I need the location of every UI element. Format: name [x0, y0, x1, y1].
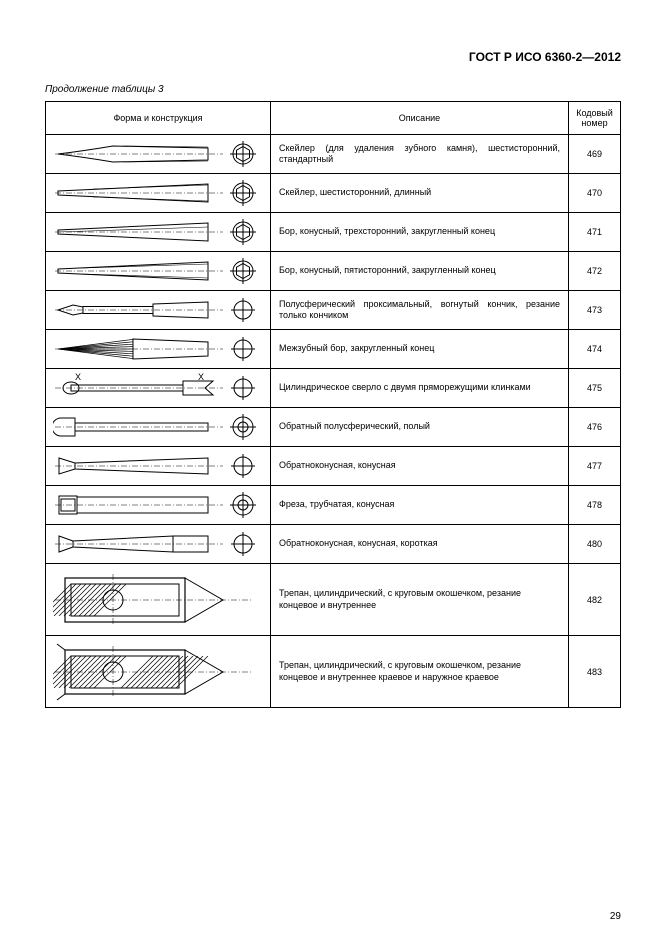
table-row: XX Цилиндрическое сверло с двумя пряморе…: [46, 369, 621, 408]
shape-diagram: [53, 332, 263, 366]
code-cell: 482: [569, 564, 621, 636]
table-row: Обратноконусная, конусная, короткая480: [46, 525, 621, 564]
code-cell: 469: [569, 135, 621, 174]
code-cell: 483: [569, 636, 621, 708]
shape-cell: [46, 564, 271, 636]
table-row: Трепан, цилиндрический, с круговым окоше…: [46, 636, 621, 708]
shape-diagram: [53, 488, 263, 522]
shape-diagram: [53, 410, 263, 444]
shape-cell: [46, 636, 271, 708]
shape-cell: [46, 213, 271, 252]
shape-diagram: [53, 640, 263, 704]
table-row: Трепан, цилиндрический, с круговым окоше…: [46, 564, 621, 636]
code-cell: 473: [569, 291, 621, 330]
table-row: Полусферический проксимальный, вогнутый …: [46, 291, 621, 330]
desc-cell: Скейлер, шестисторонний, длинный: [271, 174, 569, 213]
shape-diagram: [53, 527, 263, 561]
shape-cell: [46, 174, 271, 213]
code-cell: 477: [569, 447, 621, 486]
code-cell: 471: [569, 213, 621, 252]
shape-diagram: [53, 215, 263, 249]
desc-cell: Обратноконусная, конусная, короткая: [271, 525, 569, 564]
th-code: Кодовый номер: [569, 102, 621, 135]
shape-cell: [46, 252, 271, 291]
desc-cell: Фреза, трубчатая, конусная: [271, 486, 569, 525]
desc-cell: Межзубный бор, закругленный конец: [271, 330, 569, 369]
table-caption: Продолжение таблицы 3: [45, 84, 621, 95]
table-row: Бор, конусный, пятисторонний, закругленн…: [46, 252, 621, 291]
shape-diagram: [53, 293, 263, 327]
desc-cell: Трепан, цилиндрический, с круговым окоше…: [271, 636, 569, 708]
shape-diagram: [53, 176, 263, 210]
code-cell: 478: [569, 486, 621, 525]
page-number: 29: [610, 911, 621, 922]
shape-cell: [46, 447, 271, 486]
shape-cell: XX: [46, 369, 271, 408]
th-shape: Форма и конструкция: [46, 102, 271, 135]
shape-cell: [46, 135, 271, 174]
th-desc: Описание: [271, 102, 569, 135]
code-cell: 474: [569, 330, 621, 369]
table-row: Обратноконусная, конусная477: [46, 447, 621, 486]
shape-cell: [46, 408, 271, 447]
table-row: Фреза, трубчатая, конусная478: [46, 486, 621, 525]
instrument-table: Форма и конструкция Описание Кодовый ном…: [45, 101, 621, 708]
table-row: Бор, конусный, трехсторонний, закругленн…: [46, 213, 621, 252]
doc-title: ГОСТ Р ИСО 6360-2—2012: [45, 50, 621, 64]
table-row: Межзубный бор, закругленный конец474: [46, 330, 621, 369]
shape-diagram: XX: [53, 371, 263, 405]
desc-cell: Скейлер (для удаления зубного камня), ше…: [271, 135, 569, 174]
desc-cell: Обратный полусферический, полый: [271, 408, 569, 447]
desc-cell: Трепан, цилиндрический, с круговым окоше…: [271, 564, 569, 636]
table-row: Скейлер (для удаления зубного камня), ше…: [46, 135, 621, 174]
shape-diagram: [53, 137, 263, 171]
desc-cell: Обратноконусная, конусная: [271, 447, 569, 486]
desc-cell: Бор, конусный, трехсторонний, закругленн…: [271, 213, 569, 252]
shape-cell: [46, 291, 271, 330]
code-cell: 476: [569, 408, 621, 447]
table-row: Скейлер, шестисторонний, длинный470: [46, 174, 621, 213]
code-cell: 480: [569, 525, 621, 564]
code-cell: 472: [569, 252, 621, 291]
shape-diagram: [53, 254, 263, 288]
table-row: Обратный полусферический, полый476: [46, 408, 621, 447]
desc-cell: Цилиндрическое сверло с двумя пряморежущ…: [271, 369, 569, 408]
shape-diagram: [53, 568, 263, 632]
desc-cell: Полусферический проксимальный, вогнутый …: [271, 291, 569, 330]
shape-cell: [46, 486, 271, 525]
shape-diagram: [53, 449, 263, 483]
desc-cell: Бор, конусный, пятисторонний, закругленн…: [271, 252, 569, 291]
svg-text:X: X: [75, 372, 81, 382]
code-cell: 475: [569, 369, 621, 408]
shape-cell: [46, 525, 271, 564]
shape-cell: [46, 330, 271, 369]
code-cell: 470: [569, 174, 621, 213]
